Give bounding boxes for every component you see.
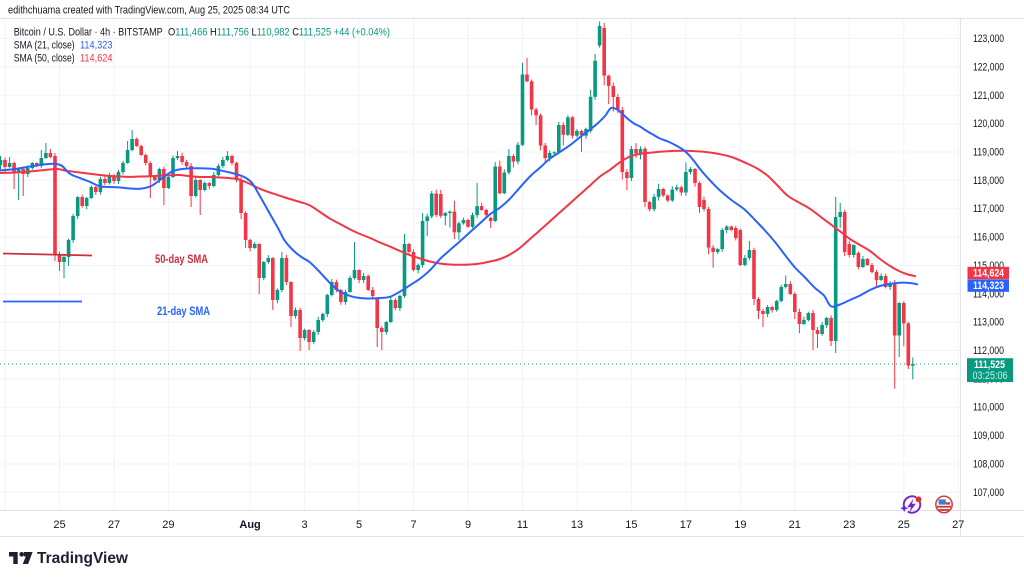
svg-text:123,000: 123,000: [973, 33, 1004, 45]
svg-text:9: 9: [465, 519, 471, 531]
svg-text:113,000: 113,000: [973, 317, 1004, 329]
svg-text:114,323: 114,323: [973, 280, 1004, 292]
svg-text:107,000: 107,000: [973, 487, 1004, 499]
svg-text:116,000: 116,000: [973, 232, 1004, 244]
svg-text:110,000: 110,000: [973, 402, 1004, 414]
svg-text:TradingView: TradingView: [37, 550, 129, 567]
svg-text:118,000: 118,000: [973, 175, 1004, 187]
svg-text:117,000: 117,000: [973, 203, 1004, 215]
svg-text:108,000: 108,000: [973, 459, 1004, 471]
svg-text:Bitcoin / U.S. Dollar · 4h · B: Bitcoin / U.S. Dollar · 4h · BITSTAMP: [14, 27, 163, 39]
svg-text:109,000: 109,000: [973, 430, 1004, 442]
svg-text:17: 17: [680, 519, 692, 531]
svg-text:SMA (50, close): SMA (50, close): [14, 53, 75, 65]
svg-text:13: 13: [571, 519, 583, 531]
svg-text:114,624: 114,624: [80, 53, 113, 65]
svg-text:120,000: 120,000: [973, 118, 1004, 130]
svg-text:119,000: 119,000: [973, 147, 1004, 159]
svg-text:112,000: 112,000: [973, 345, 1004, 357]
svg-text:O111,466 H111,756 L110,982 C11: O111,466 H111,756 L110,982 C111,525 +44 …: [168, 27, 390, 39]
svg-text:3: 3: [302, 519, 308, 531]
svg-text:122,000: 122,000: [973, 62, 1004, 74]
svg-text:111,525: 111,525: [974, 359, 1005, 371]
svg-text:114,323: 114,323: [80, 40, 113, 52]
svg-text:21-day SMA: 21-day SMA: [157, 304, 210, 318]
svg-text:11: 11: [517, 519, 528, 531]
svg-text:Aug: Aug: [239, 519, 260, 531]
svg-text:25: 25: [898, 519, 910, 531]
svg-text:114,624: 114,624: [973, 268, 1005, 280]
svg-text:15: 15: [625, 519, 637, 531]
svg-text:7: 7: [411, 519, 417, 531]
svg-text:21: 21: [789, 519, 801, 531]
svg-text:SMA (21, close): SMA (21, close): [14, 40, 75, 52]
svg-text:edithchuama created with Tradi: edithchuama created with TradingView.com…: [8, 5, 290, 17]
svg-text:27: 27: [108, 519, 120, 531]
svg-text:25: 25: [53, 519, 65, 531]
svg-text:50-day SMA: 50-day SMA: [155, 252, 208, 266]
svg-text:29: 29: [162, 519, 174, 531]
svg-text:121,000: 121,000: [973, 90, 1004, 102]
svg-text:27: 27: [952, 519, 964, 531]
svg-text:03:25:06: 03:25:06: [973, 370, 1008, 382]
svg-text:23: 23: [843, 519, 855, 531]
svg-text:19: 19: [734, 519, 746, 531]
svg-text:5: 5: [356, 519, 362, 531]
